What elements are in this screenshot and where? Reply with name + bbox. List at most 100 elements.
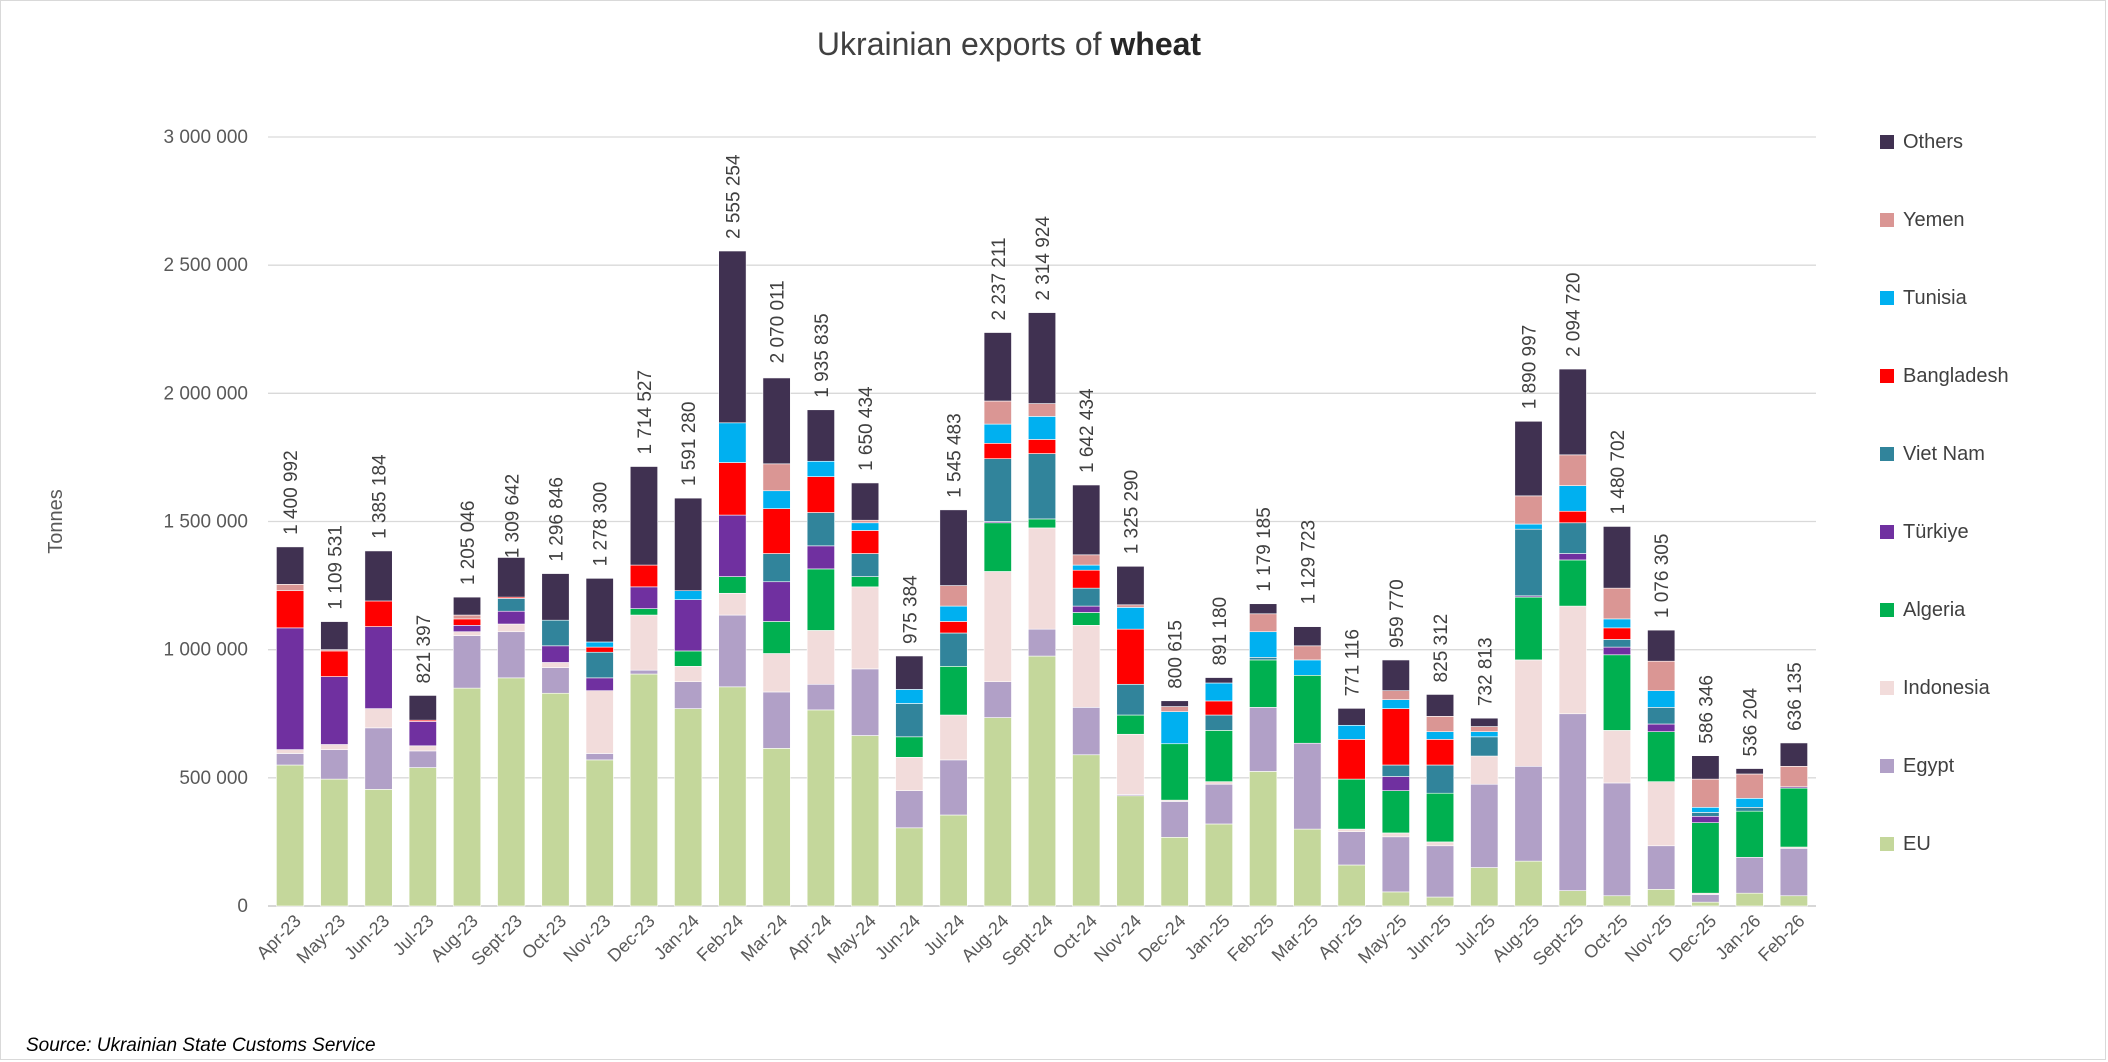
- legend-label: Viet Nam: [1903, 443, 1985, 465]
- legend-swatch-tunisia: [1880, 291, 1894, 305]
- x-tick-label: Nov-24: [1090, 911, 1145, 966]
- bar-segment-bangladesh: [1381, 708, 1410, 766]
- bar-segment-viet-nam: [1072, 587, 1101, 607]
- bar-segment-indonesia: [1647, 781, 1676, 847]
- bar-segment-viet-nam: [1647, 707, 1676, 725]
- bar-segment-tunisia: [718, 422, 747, 463]
- bar-segment-others: [1027, 312, 1057, 404]
- bar-segment-tunisia: [1647, 690, 1676, 708]
- bar-segment-yemen: [762, 463, 791, 492]
- bar-segment-bangladesh: [1337, 739, 1366, 780]
- bar-segment-egypt: [629, 669, 658, 675]
- bar-segment-yemen: [1647, 660, 1676, 691]
- bar-segment-eu: [983, 717, 1012, 907]
- bar-segment-egypt: [1160, 801, 1189, 838]
- bar-segment-bangladesh: [718, 462, 747, 516]
- bar-segment-egypt: [851, 668, 880, 736]
- bar-segment-algeria: [1337, 778, 1366, 830]
- bar-segment-egypt: [1293, 742, 1322, 830]
- bar-segment-türkiye: [585, 677, 614, 691]
- bar-segment-indonesia: [541, 662, 570, 668]
- bar-segment-eu: [1691, 901, 1720, 907]
- bar-segment-others: [453, 596, 482, 616]
- bar-segment-indonesia: [1470, 755, 1499, 785]
- bar-segment-yemen: [276, 584, 305, 592]
- bar-segment-algeria: [895, 736, 924, 758]
- bar-segment-others: [1691, 755, 1720, 780]
- bar-segment-tunisia: [1027, 416, 1057, 440]
- chart-title-emphasis: wheat: [1110, 26, 1202, 62]
- total-label: 2 070 011: [768, 280, 789, 363]
- bar-segment-indonesia: [1602, 730, 1631, 784]
- bar-segment-yemen: [1558, 454, 1587, 486]
- bar-segment-bangladesh: [453, 618, 482, 626]
- y-tick-label: 1 500 000: [163, 512, 248, 533]
- bar-segment-eu: [1027, 655, 1057, 907]
- bar-segment-others: [1160, 700, 1189, 707]
- legend-label: Tunisia: [1903, 287, 1968, 309]
- total-label: 1 109 531: [325, 525, 346, 610]
- bar-segment-viet-nam: [806, 512, 835, 547]
- total-label: 732 813: [1475, 637, 1496, 706]
- bar-segment-others: [1381, 659, 1410, 691]
- bar-segment-türkiye: [806, 545, 835, 570]
- bar-segment-tunisia: [1072, 564, 1101, 571]
- x-tick-label: Mar-25: [1268, 911, 1322, 965]
- legend-label: Türkiye: [1903, 521, 1969, 543]
- bar-segment-indonesia: [1426, 841, 1455, 847]
- bar-segment-eu: [585, 759, 614, 907]
- bar-segment-others: [1470, 717, 1499, 727]
- bar-segment-eu: [497, 677, 526, 907]
- bar-segment-indonesia: [895, 757, 924, 791]
- bar-segment-indonesia: [585, 690, 614, 754]
- bar-segment-algeria: [718, 576, 747, 594]
- bar-segment-bangladesh: [1072, 569, 1101, 589]
- bar-segment-indonesia: [1027, 527, 1057, 630]
- legend-label: Others: [1903, 131, 1963, 153]
- bar-segment-algeria: [1381, 790, 1410, 834]
- x-tick-label: May-25: [1354, 911, 1411, 968]
- bar-segment-algeria: [939, 666, 968, 716]
- legend-label: Yemen: [1903, 209, 1965, 231]
- bar-segment-egypt: [1779, 848, 1808, 897]
- bar-segment-indonesia: [453, 631, 482, 636]
- y-tick-label: 3 000 000: [163, 127, 248, 148]
- bar-segment-indonesia: [851, 586, 880, 670]
- bar-segment-indonesia: [629, 614, 658, 671]
- bar-segment-eu: [1249, 771, 1278, 907]
- total-label: 1 935 835: [812, 313, 833, 398]
- total-label: 1 296 846: [546, 477, 567, 562]
- total-label: 1 545 483: [945, 413, 966, 498]
- bar-segment-algeria: [674, 650, 703, 667]
- bar-segment-viet-nam: [1470, 736, 1499, 757]
- bar-segment-bangladesh: [320, 650, 349, 677]
- x-tick-label: Nov-25: [1621, 911, 1676, 966]
- bar-segment-egypt: [408, 750, 437, 768]
- bar-segment-indonesia: [718, 592, 747, 616]
- bar-segment-viet-nam: [895, 703, 924, 738]
- bar-segment-viet-nam: [1381, 764, 1410, 777]
- bar-segment-indonesia: [1514, 659, 1543, 767]
- bar-segment-egypt: [895, 790, 924, 829]
- bar-segment-viet-nam: [1514, 528, 1543, 597]
- total-label: 1 129 723: [1298, 520, 1319, 605]
- bar-segment-others: [1426, 694, 1455, 717]
- bar-segment-eu: [276, 764, 305, 907]
- x-tick-label: Mar-24: [737, 911, 791, 965]
- total-label: 586 346: [1696, 675, 1717, 744]
- bar-segment-eu: [1426, 896, 1455, 907]
- total-label: 771 116: [1343, 629, 1364, 696]
- x-tick-label: May-24: [823, 911, 880, 968]
- bar-segment-algeria: [1558, 559, 1587, 607]
- bar-segment-viet-nam: [1426, 764, 1455, 794]
- bar-segment-eu: [806, 709, 835, 907]
- x-tick-label: Jun-23: [340, 911, 393, 964]
- bar-segment-eu: [1602, 895, 1631, 907]
- bar-segment-viet-nam: [983, 458, 1012, 522]
- bar-segment-others: [364, 550, 393, 602]
- bar-segment-eu: [541, 692, 570, 907]
- bar-segment-bangladesh: [1027, 439, 1057, 454]
- bar-segment-viet-nam: [939, 632, 968, 667]
- bar-segment-eu: [453, 687, 482, 907]
